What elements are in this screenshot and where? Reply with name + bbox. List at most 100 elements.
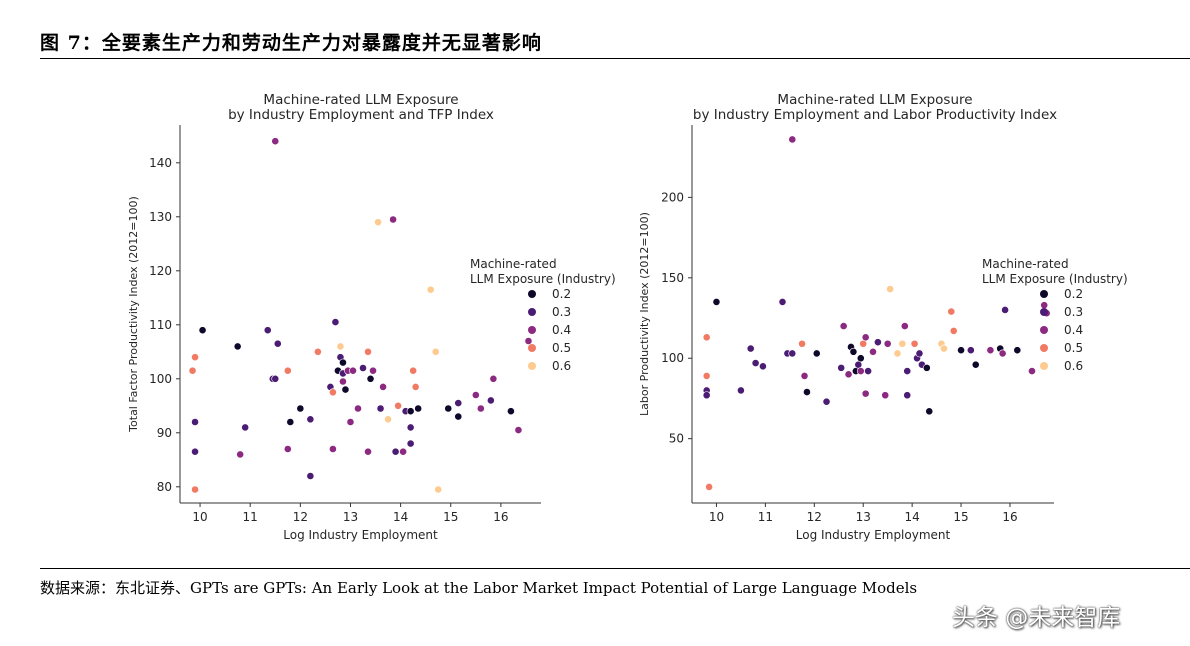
data-point <box>329 388 337 397</box>
x-tick-label: 14 <box>393 510 408 524</box>
data-point <box>379 382 387 391</box>
legend-label: 0.6 <box>1064 359 1083 373</box>
data-point <box>391 447 400 456</box>
watermark-text: 头条 @未来智库 <box>952 605 1121 631</box>
data-point <box>411 382 420 391</box>
data-point <box>414 404 423 413</box>
data-point <box>746 344 755 353</box>
figure-header: 图 7：全要素生产力和劳动生产力对暴露度并无显著影响 <box>40 24 1190 59</box>
data-point <box>957 346 965 355</box>
legend-label: 0.2 <box>552 287 571 301</box>
data-point <box>271 374 280 383</box>
data-point <box>998 349 1007 358</box>
footer-divider <box>40 568 1190 569</box>
x-tick-label: 12 <box>807 510 822 524</box>
chart-title-line: Machine-rated LLM Exposure <box>777 92 972 108</box>
data-point <box>788 349 797 358</box>
data-point <box>900 322 909 330</box>
data-point <box>915 349 924 358</box>
data-point <box>406 407 415 416</box>
data-point <box>444 404 453 413</box>
y-tick-label: 110 <box>149 318 172 332</box>
data-point <box>702 372 711 380</box>
y-tick-label: 140 <box>149 156 172 170</box>
data-point <box>986 346 995 355</box>
data-point <box>283 445 292 453</box>
data-point <box>844 370 853 379</box>
data-point <box>881 391 890 400</box>
legend-label: 0.2 <box>1064 287 1083 301</box>
y-tick-label: 120 <box>149 264 172 278</box>
data-point <box>241 423 250 432</box>
data-point <box>263 326 272 335</box>
y-tick-label: 90 <box>157 426 172 440</box>
data-point <box>384 415 392 424</box>
data-point <box>406 423 415 432</box>
data-point <box>856 367 865 376</box>
data-point <box>339 377 347 386</box>
data-point <box>893 349 902 358</box>
data-point <box>409 366 418 375</box>
data-point <box>306 415 315 424</box>
data-point <box>949 326 958 335</box>
data-point <box>489 374 498 383</box>
data-point <box>354 404 362 413</box>
data-point <box>1028 367 1036 376</box>
y-tick-label: 130 <box>149 210 172 224</box>
data-point <box>940 344 948 353</box>
data-point <box>737 386 745 395</box>
x-tick-label: 13 <box>343 510 358 524</box>
legend-label: 0.3 <box>552 305 571 319</box>
data-point <box>394 401 403 410</box>
data-point <box>859 339 868 348</box>
data-point <box>306 472 315 480</box>
y-tick-label: 100 <box>661 351 684 365</box>
data-point <box>271 137 280 146</box>
data-point <box>406 439 415 448</box>
data-point <box>349 366 357 375</box>
data-point <box>486 396 495 405</box>
data-point <box>283 366 292 375</box>
data-point <box>798 339 806 348</box>
data-point <box>471 391 480 399</box>
x-tick-label: 11 <box>758 510 773 524</box>
data-point <box>778 298 787 306</box>
x-tick-label: 15 <box>443 510 458 524</box>
data-point <box>514 426 523 434</box>
data-point <box>366 374 375 383</box>
data-point <box>369 366 377 375</box>
data-point <box>296 404 305 413</box>
data-point <box>389 215 397 224</box>
data-point <box>364 447 372 456</box>
legend-marker <box>528 326 536 334</box>
data-point <box>434 485 443 494</box>
legend-label: 0.4 <box>552 323 571 337</box>
data-point <box>191 447 199 456</box>
data-point <box>839 322 848 330</box>
x-tick-label: 16 <box>1002 510 1017 524</box>
y-tick-label: 50 <box>669 432 684 446</box>
data-point <box>925 407 934 416</box>
legend-title: Machine-rated <box>470 257 557 271</box>
data-point <box>399 447 408 456</box>
data-point <box>341 385 350 394</box>
x-tick-label: 16 <box>493 510 508 524</box>
data-point <box>198 326 207 335</box>
x-axis-label: Log Industry Employment <box>283 528 438 542</box>
data-point <box>346 418 355 426</box>
legend-marker <box>1040 326 1048 334</box>
data-point <box>705 483 714 491</box>
y-axis-label: Total Factor Productivity Index (2012=10… <box>127 196 140 433</box>
x-tick-label: 15 <box>953 510 968 524</box>
chart-title-line: Machine-rated LLM Exposure <box>263 92 458 108</box>
data-point <box>336 342 345 351</box>
legend-label: 0.4 <box>1064 323 1083 337</box>
y-axis-label: Labor Productivity Index (2012=100) <box>638 212 651 416</box>
data-point <box>1001 306 1009 314</box>
data-point <box>191 418 199 426</box>
chart-title-line: by Industry Employment and TFP Index <box>228 107 494 123</box>
data-point <box>712 298 721 306</box>
